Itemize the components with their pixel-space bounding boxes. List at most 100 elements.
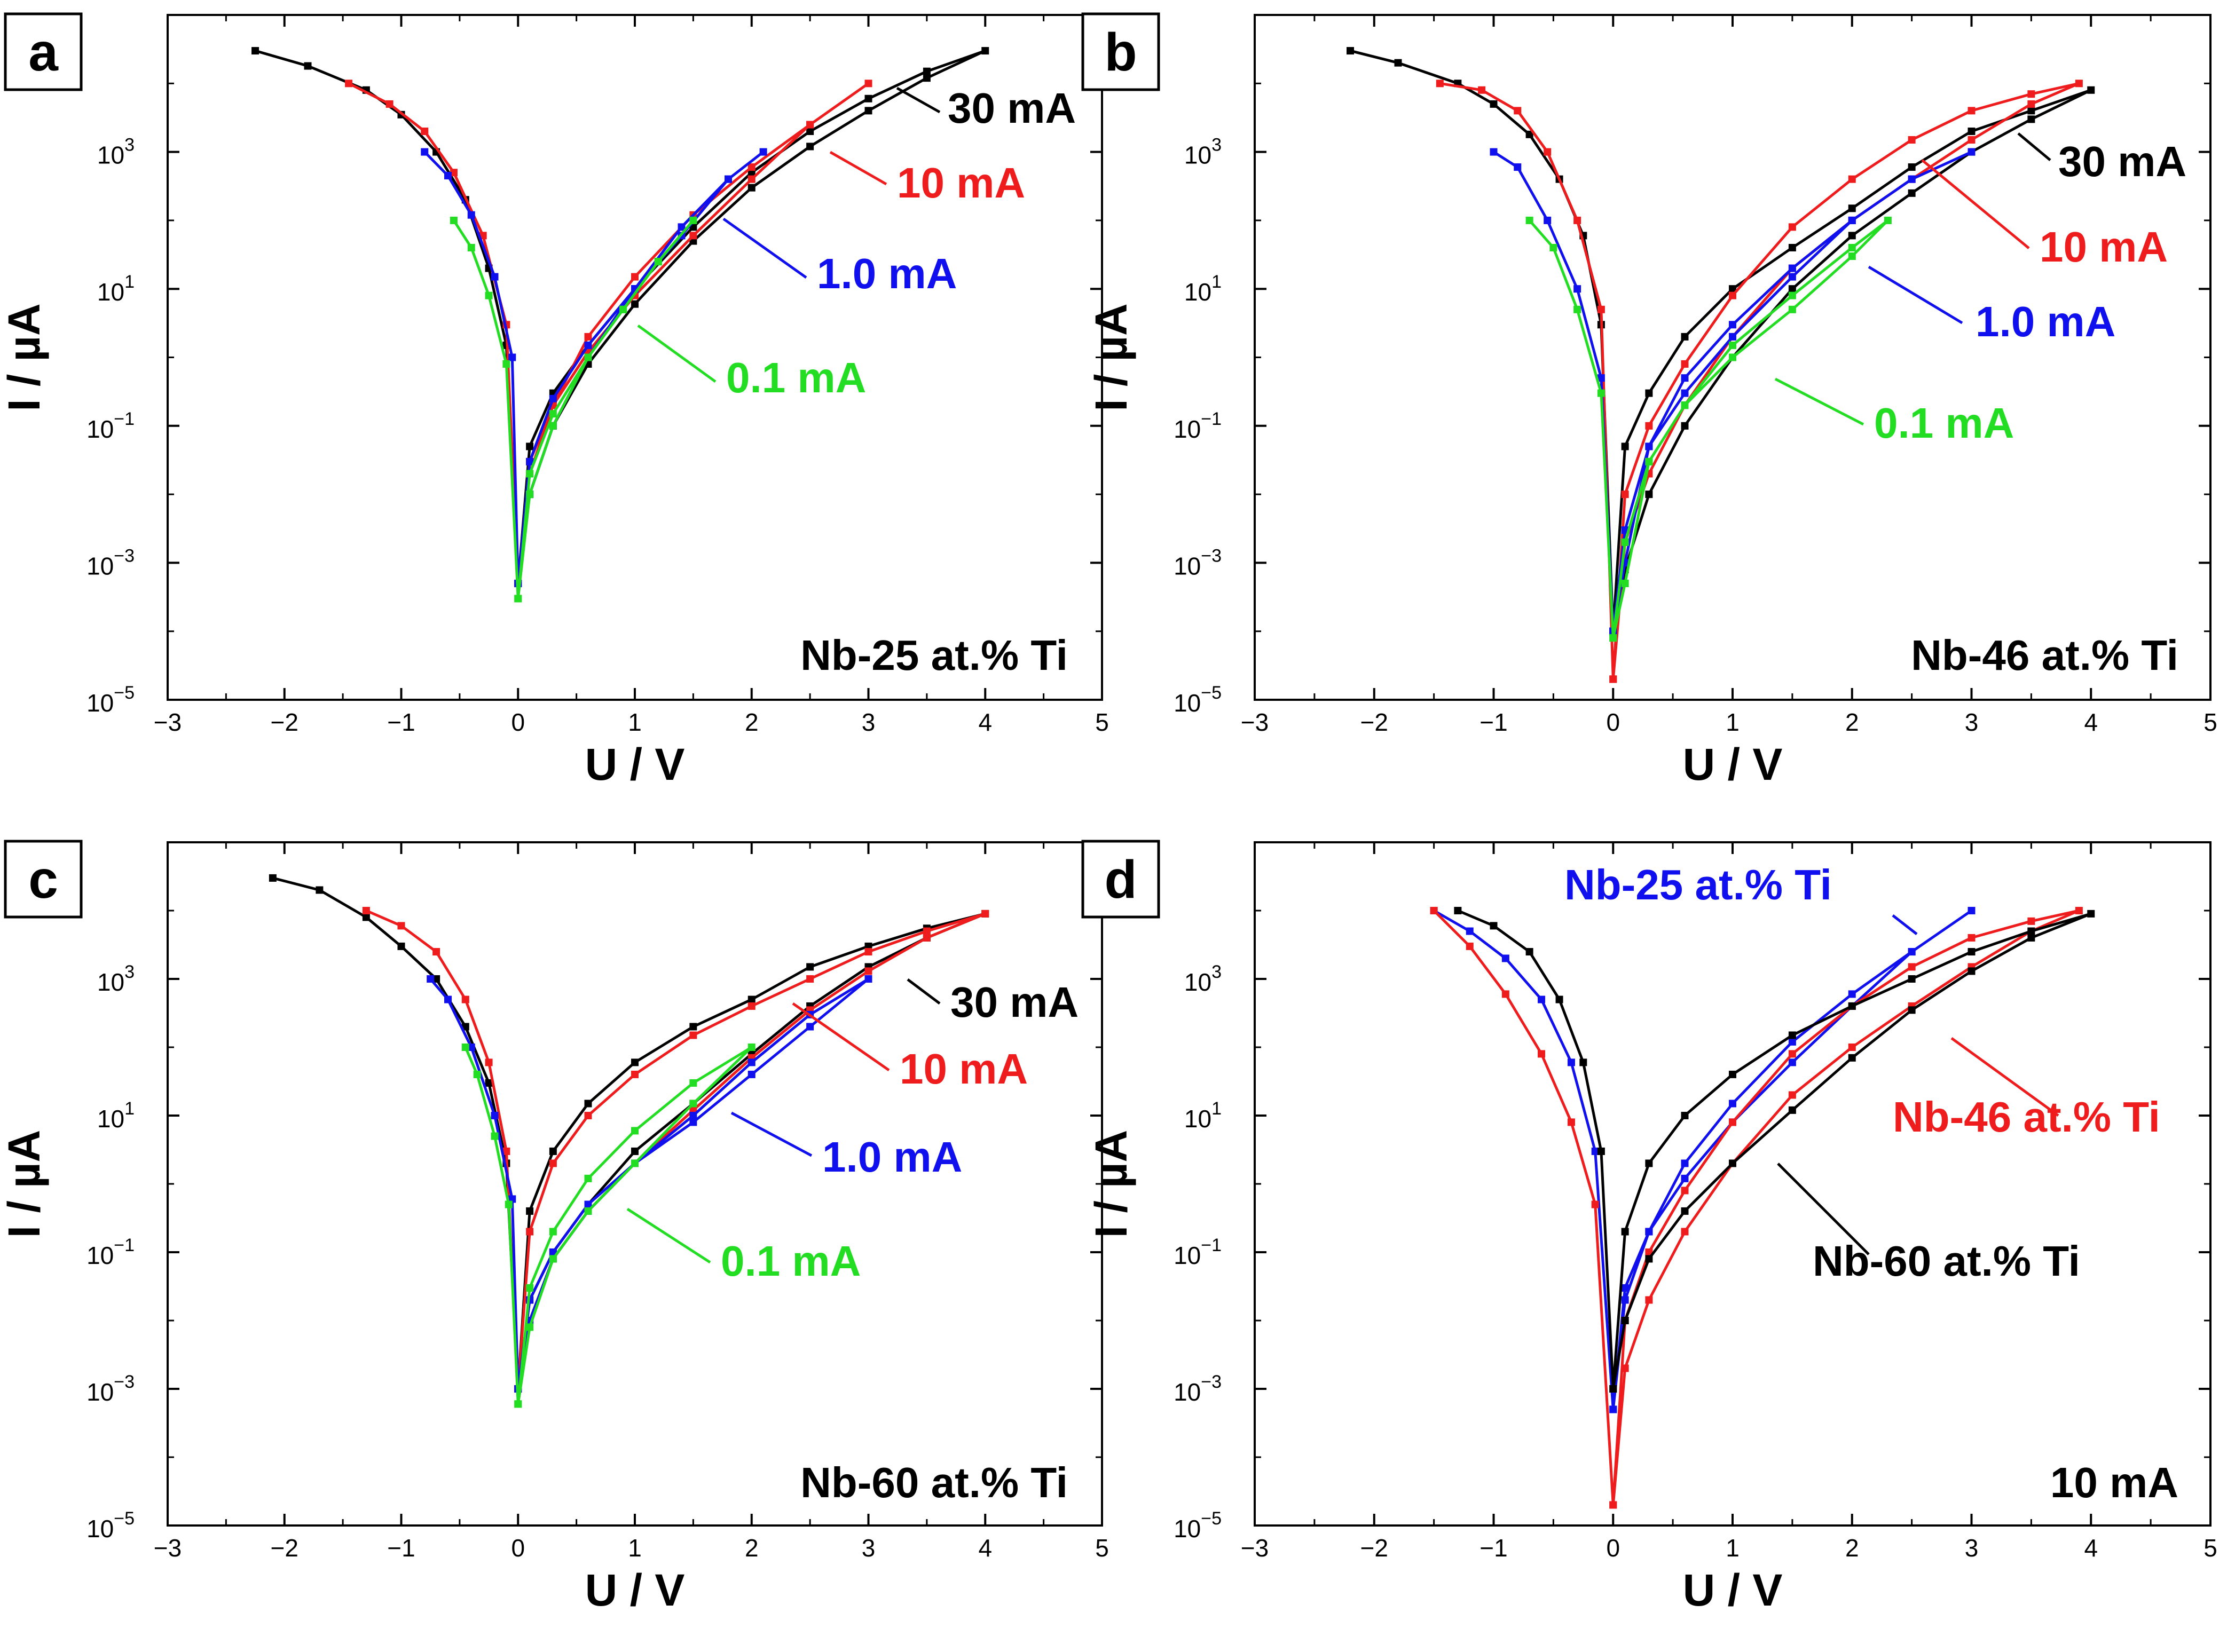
y-tick-label: 10−5	[86, 1508, 135, 1543]
data-point	[678, 223, 686, 231]
x-tick-label: 4	[2084, 708, 2098, 736]
data-point	[1621, 1228, 1629, 1236]
data-point	[584, 1207, 592, 1215]
data-point	[1848, 216, 1856, 224]
data-point	[526, 1207, 534, 1215]
data-point	[1394, 59, 1402, 67]
annotation-leader	[1892, 914, 1918, 935]
annotation-label: 1.0 mA	[822, 1133, 962, 1181]
y-tick-exponent: 3	[124, 962, 135, 982]
data-point	[1968, 967, 1976, 975]
y-tick-label: 10−5	[1174, 683, 1222, 717]
panel-c: −3 −2 −1 0 1 2 3 4 5 103 101 10−1 10−3 10−5 U / V I / µ…	[0, 840, 1109, 1615]
annotation-leader	[730, 1111, 813, 1157]
y-tick-label: 10−5	[1174, 1508, 1222, 1543]
data-point	[1573, 305, 1581, 313]
y-tick-label: 103	[1184, 135, 1222, 169]
data-point	[1538, 1050, 1545, 1058]
y-tick-label: 103	[97, 962, 135, 996]
data-point	[450, 169, 458, 177]
data-point	[631, 273, 639, 281]
series-line	[1493, 151, 1973, 633]
data-point	[526, 1228, 534, 1236]
series-0-1-ma	[461, 1044, 756, 1408]
data-point	[485, 1058, 493, 1066]
x-tick-label: 0	[511, 1534, 525, 1562]
annotation-leader	[792, 1002, 890, 1072]
annotation-leader	[2017, 132, 2051, 161]
data-point	[1788, 1031, 1796, 1039]
data-point	[1681, 1112, 1689, 1119]
data-point	[689, 232, 697, 240]
data-point	[1968, 136, 1976, 144]
data-point	[1848, 1002, 1856, 1010]
panel-letter-box	[4, 12, 83, 91]
data-point	[1788, 243, 1796, 251]
data-point	[304, 62, 312, 70]
data-point	[467, 1044, 475, 1051]
annotation-leader	[626, 1207, 711, 1264]
data-point	[864, 975, 872, 983]
data-point	[526, 1323, 534, 1331]
data-point	[1908, 189, 1916, 197]
data-point	[397, 922, 405, 930]
series-line	[348, 82, 870, 585]
data-point	[1681, 360, 1689, 368]
x-tick-label: −2	[271, 708, 298, 736]
x-axis-title: U / V	[585, 739, 685, 789]
data-point	[923, 927, 931, 935]
data-point	[631, 1147, 639, 1155]
y-tick-exponent: −3	[114, 1372, 135, 1392]
data-point	[1908, 1006, 1916, 1014]
y-tick-label: 10−1	[86, 409, 135, 443]
data-point	[1544, 216, 1552, 224]
data-point	[2075, 80, 2083, 88]
data-point	[1729, 321, 1736, 329]
data-point	[1621, 580, 1629, 588]
data-point	[1621, 1317, 1629, 1324]
data-point	[1729, 1070, 1736, 1078]
x-tick-label: −3	[154, 1534, 182, 1562]
x-tick-label: −1	[1479, 1534, 1507, 1562]
data-point	[689, 1118, 697, 1126]
x-tick-label: 3	[862, 708, 876, 736]
series-line	[1439, 82, 2081, 681]
data-point	[806, 975, 814, 983]
data-point	[362, 907, 370, 914]
sample-label: Nb-60 at.% Ti	[800, 1459, 1068, 1506]
y-tick-label: 101	[1184, 1098, 1222, 1133]
annotation-leader	[896, 86, 941, 114]
x-tick-label: −1	[387, 1534, 415, 1562]
data-point	[1525, 948, 1533, 956]
data-point	[1436, 80, 1444, 88]
data-point	[1544, 148, 1552, 156]
x-tick-label: −2	[1360, 708, 1388, 736]
annotation-leader	[1921, 159, 2030, 249]
data-point	[467, 243, 475, 251]
data-point	[1645, 457, 1653, 465]
plot-frame	[167, 841, 1103, 1527]
data-point	[1908, 136, 1916, 144]
data-point	[725, 175, 732, 183]
annotation-label: 1.0 mA	[817, 250, 957, 297]
data-point	[1908, 163, 1916, 171]
annotation-label: 10 mA	[897, 159, 1025, 207]
data-point	[1848, 1054, 1856, 1062]
plot-frame	[1254, 841, 2212, 1527]
data-point	[2027, 100, 2035, 108]
data-point	[747, 175, 756, 183]
data-point	[397, 942, 405, 950]
series-30-ma	[251, 47, 989, 588]
data-point	[549, 422, 557, 430]
y-axis-title: I / µA	[1086, 1130, 1136, 1238]
data-point	[1788, 1091, 1796, 1099]
x-tick-label: −1	[1479, 708, 1507, 736]
data-point	[1645, 389, 1653, 397]
data-point	[385, 100, 394, 108]
data-point	[1621, 1364, 1629, 1372]
data-point	[1848, 204, 1856, 212]
y-axis-title: I / µA	[0, 1130, 49, 1238]
data-point	[1514, 163, 1522, 171]
data-point	[421, 127, 429, 135]
